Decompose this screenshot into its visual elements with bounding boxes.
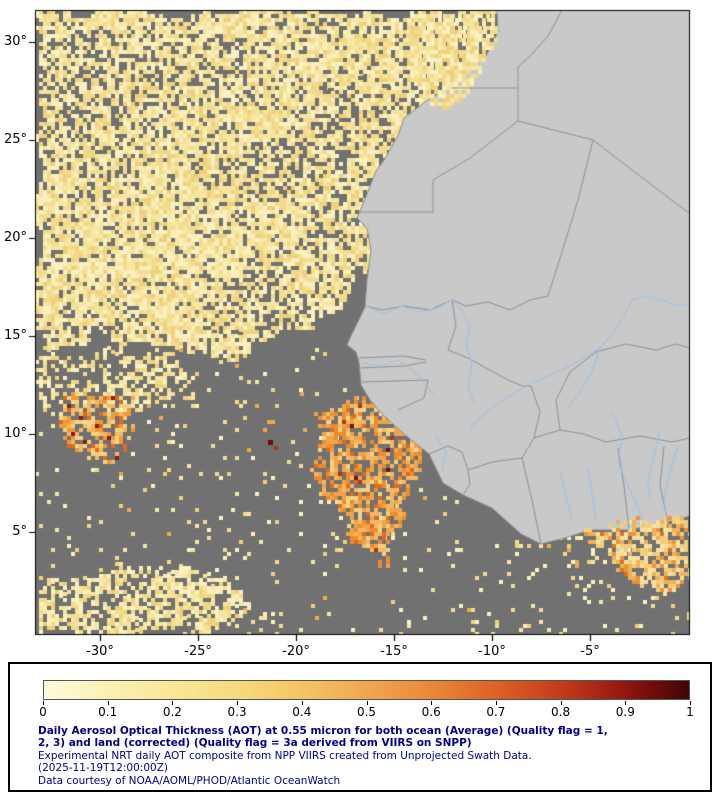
colorbar-tick-mark bbox=[237, 701, 239, 705]
legend-timestamp: (2025-11-19T12:00:00Z) bbox=[38, 762, 168, 775]
colorbar-tick-mark bbox=[690, 701, 691, 705]
legend-panel: 0 0.1 0.2 0.3 0.4 0.5 0.6 0.7 0.8 0.9 1 Daily Aero… bbox=[8, 662, 712, 792]
colorbar-tick-mark bbox=[172, 701, 174, 705]
colorbar-tick-label: 0.5 bbox=[356, 705, 377, 719]
colorbar-tick-mark bbox=[495, 701, 497, 705]
aot-map-canvas bbox=[0, 0, 720, 660]
legend-title-line1: Daily Aerosol Optical Thickness (AOT) at… bbox=[38, 725, 608, 737]
colorbar-tick-label: 0.6 bbox=[421, 705, 441, 719]
colorbar-tick-mark bbox=[107, 701, 109, 705]
colorbar-tick-mark bbox=[431, 701, 433, 705]
colorbar-tick-label: 0.8 bbox=[551, 705, 571, 719]
colorbar-tick-mark bbox=[43, 701, 44, 705]
legend-text-block: Daily Aerosol Optical Thickness (AOT) at… bbox=[38, 725, 608, 787]
legend-title-line2: 2, 3) and land (corrected) (Quality flag… bbox=[38, 737, 472, 750]
colorbar-tick-label: 0.1 bbox=[98, 705, 118, 719]
legend-description: Experimental NRT daily AOT composite fro… bbox=[38, 749, 532, 762]
colorbar-tick-label: 1 bbox=[686, 705, 694, 719]
legend-credit: Data courtesy of NOAA/AOML/PHOD/Atlantic… bbox=[38, 774, 341, 787]
colorbar-tick-mark bbox=[560, 701, 562, 705]
aot-map-figure: 30° 25° 20° 15° 10° 5° -30° -25° -20° -15° -10° -5… bbox=[0, 0, 720, 660]
colorbar-tick-label: 0.3 bbox=[227, 705, 247, 719]
colorbar-tick-label: 0 bbox=[39, 705, 47, 719]
colorbar-tick-mark bbox=[301, 701, 303, 705]
colorbar-tick-label: 0.7 bbox=[486, 705, 506, 719]
aot-colorbar bbox=[43, 680, 690, 700]
colorbar-tick-label: 0.4 bbox=[292, 705, 312, 719]
colorbar-tick-mark bbox=[625, 701, 627, 705]
colorbar-tick-label: 0.9 bbox=[615, 705, 635, 719]
colorbar-tick-mark bbox=[366, 701, 368, 705]
colorbar-tick-label: 0.2 bbox=[162, 705, 182, 719]
